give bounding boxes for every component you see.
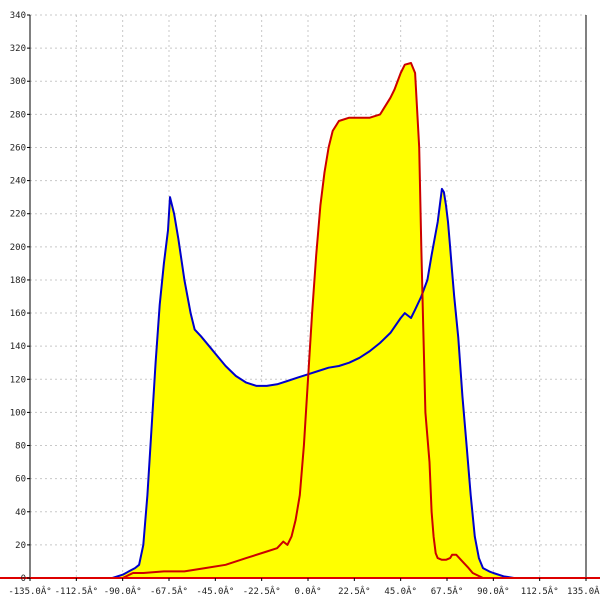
y-tick-label: 320 <box>10 44 26 54</box>
x-tick-label: -135.0Â° <box>8 585 51 597</box>
y-tick-label: 280 <box>10 110 26 120</box>
axes <box>0 14 600 581</box>
x-tick-label: 135.0Â° <box>567 585 600 597</box>
y-tick-label: 140 <box>10 342 26 352</box>
series-2-line <box>122 62 484 579</box>
fill-areas <box>112 63 514 578</box>
y-tick-label: 240 <box>10 177 26 187</box>
x-tick-label: -90.0Â° <box>104 585 142 597</box>
x-tick-label: 90.0Â° <box>477 585 510 597</box>
y-tick-label: 80 <box>15 442 26 452</box>
y-tick-label: 20 <box>15 541 26 551</box>
y-tick-label: 300 <box>10 77 26 87</box>
series-2-fill <box>122 63 484 578</box>
y-tick-label: 180 <box>10 276 26 286</box>
y-tick-label: 220 <box>10 210 26 220</box>
y-tick-label: 0 <box>21 574 26 584</box>
tick-labels: 0 20 40 60 80 100 120 140 160 180 200 220 240 260 280 3… <box>8 11 600 597</box>
y-tick-label: 340 <box>10 11 26 21</box>
x-tick-label: 22.5Â° <box>338 585 371 597</box>
x-tick-label: 67.5Â° <box>431 585 464 597</box>
y-tick-label: 100 <box>10 408 26 418</box>
series-lines <box>112 62 515 579</box>
series-1-line <box>112 187 515 579</box>
x-tick-label: -45.0Â° <box>196 585 234 597</box>
y-tick-label: 200 <box>10 243 26 253</box>
y-tick-label: 260 <box>10 143 26 153</box>
x-tick-label: -112.5Â° <box>55 585 98 597</box>
x-tick-label: -67.5Â° <box>150 585 188 597</box>
x-tick-label: -22.5Â° <box>243 585 281 597</box>
x-tick-label: 112.5Â° <box>521 585 559 597</box>
y-tick-label: 60 <box>15 475 26 485</box>
x-tick-label: 0.0Â° <box>294 585 321 597</box>
y-tick-label: 40 <box>15 508 26 518</box>
y-tick-label: 160 <box>10 309 26 319</box>
x-tick-label: 45.0Â° <box>384 585 417 597</box>
y-tick-label: 120 <box>10 375 26 385</box>
